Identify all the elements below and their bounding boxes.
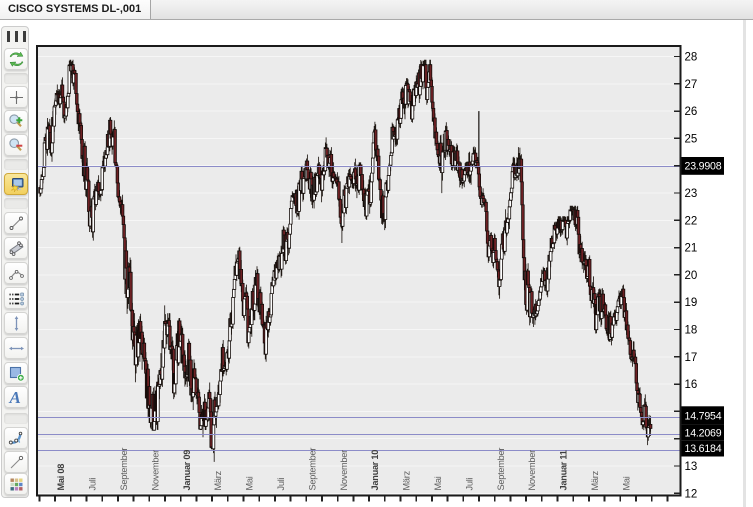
svg-text:November: November xyxy=(339,450,349,491)
svg-text:November: November xyxy=(527,450,537,491)
svg-text:14.7954: 14.7954 xyxy=(685,410,722,422)
svg-text:19: 19 xyxy=(685,297,698,309)
svg-text:26: 26 xyxy=(685,106,698,118)
svg-text:September: September xyxy=(119,448,129,491)
svg-text:Januar 11: Januar 11 xyxy=(559,450,569,490)
svg-text:März: März xyxy=(590,470,600,490)
svg-text:Januar 09: Januar 09 xyxy=(182,450,192,491)
svg-text:15: 15 xyxy=(685,406,698,418)
svg-text:Juli: Juli xyxy=(88,478,98,491)
svg-text:23: 23 xyxy=(685,188,698,200)
svg-text:Januar 10: Januar 10 xyxy=(370,450,380,491)
svg-text:17: 17 xyxy=(685,352,698,364)
svg-text:November: November xyxy=(150,450,160,491)
svg-text:März: März xyxy=(402,470,412,490)
svg-text:A: A xyxy=(9,389,21,406)
svg-text:September: September xyxy=(307,448,317,491)
svg-text:20: 20 xyxy=(685,270,698,282)
svg-text:Mai: Mai xyxy=(245,476,255,490)
svg-text:27: 27 xyxy=(685,79,698,91)
svg-text:14.2069: 14.2069 xyxy=(685,427,722,439)
svg-text:23.9908: 23.9908 xyxy=(685,161,722,173)
svg-text:28: 28 xyxy=(685,52,698,64)
svg-text:Juli: Juli xyxy=(464,478,474,491)
svg-text:22: 22 xyxy=(685,215,698,227)
svg-text:13.6184: 13.6184 xyxy=(685,443,722,455)
svg-text:Mai: Mai xyxy=(433,476,443,490)
svg-text:12: 12 xyxy=(685,488,698,500)
svg-text:Mai: Mai xyxy=(621,476,631,490)
svg-text:Juli: Juli xyxy=(276,478,286,491)
svg-text:21: 21 xyxy=(685,243,698,255)
svg-text:13: 13 xyxy=(685,461,698,473)
svg-text:18: 18 xyxy=(685,325,698,337)
svg-text:Mai 08: Mai 08 xyxy=(56,464,66,491)
svg-text:16: 16 xyxy=(685,379,698,391)
svg-text:März: März xyxy=(213,470,223,490)
svg-text:September: September xyxy=(496,448,506,491)
svg-text:25: 25 xyxy=(685,133,698,145)
